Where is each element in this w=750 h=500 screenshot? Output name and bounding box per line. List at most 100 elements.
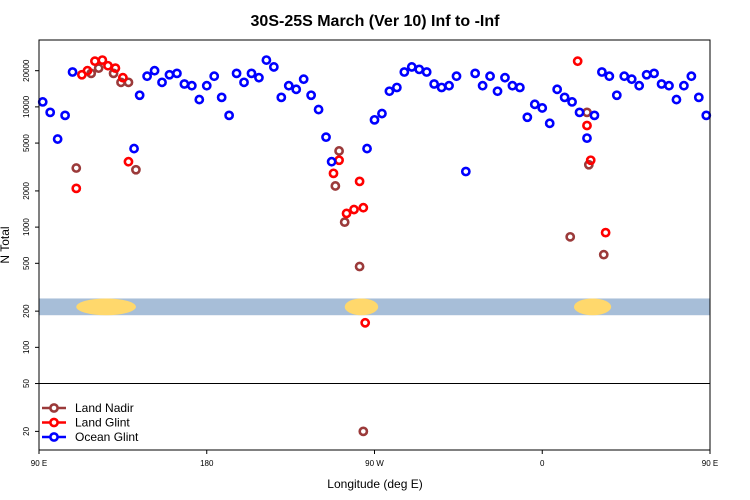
ocean-glint-point xyxy=(589,110,600,121)
ocean-glint-point xyxy=(611,90,622,101)
land-glint-point xyxy=(97,55,108,65)
legend-marker-land-glint xyxy=(49,417,59,428)
ocean-glint-point xyxy=(604,71,615,82)
land-nadir-point xyxy=(598,249,609,260)
ocean-glint-point xyxy=(60,110,70,121)
ocean-glint-point xyxy=(391,82,402,93)
land-glint-point xyxy=(334,155,344,166)
ocean-glint-point xyxy=(574,107,585,118)
land-glint-point xyxy=(103,60,113,71)
ocean-glint-point xyxy=(194,94,205,105)
land-glint-point xyxy=(82,65,93,76)
ocean-glint-point xyxy=(142,71,153,82)
land-glint-point xyxy=(117,72,128,83)
land-span-0 xyxy=(76,298,136,316)
ocean-glint-point xyxy=(157,77,167,88)
x-tick-label: 0 xyxy=(540,459,545,468)
ocean-glint-point xyxy=(626,74,637,85)
land-glint-point xyxy=(600,227,611,238)
ocean-glint-point xyxy=(406,62,417,72)
y-tick-label: 1000 xyxy=(22,218,31,236)
axis-ticks: 90 E 180 90 W 0 90 E 20 50 100 200 500 1000 2000 500… xyxy=(22,59,718,468)
ocean-glint-point xyxy=(537,103,548,113)
land-span-1 xyxy=(344,298,379,316)
ocean-glint-point xyxy=(470,68,481,79)
y-tick-label: 500 xyxy=(22,256,31,270)
land-glint-point xyxy=(572,56,583,67)
ocean-glint-point xyxy=(369,114,380,125)
land-glint-point xyxy=(71,183,82,194)
legend-label-land-glint: Land Glint xyxy=(75,416,130,430)
ocean-glint-point xyxy=(567,97,577,107)
ocean-glint-point xyxy=(399,67,410,77)
land-nadir-point xyxy=(123,77,134,88)
ocean-glint-point xyxy=(500,72,510,83)
land-glint-point xyxy=(328,168,339,179)
ocean-glint-point xyxy=(67,67,78,77)
ocean-glint-point xyxy=(552,84,563,95)
ocean-glint-point xyxy=(444,80,454,91)
ocean-glint-point xyxy=(377,108,387,119)
ocean-glint-point xyxy=(283,80,294,91)
ocean-glint-point xyxy=(209,71,220,82)
y-tick-label: 20000 xyxy=(22,59,31,82)
land-nadir-point xyxy=(334,146,344,156)
ocean-glint-point xyxy=(492,86,503,97)
land-nadir-point xyxy=(339,217,350,228)
ocean-glint-point xyxy=(254,72,264,83)
y-tick-label: 50 xyxy=(22,379,31,388)
ocean-glint-point xyxy=(507,80,518,91)
ocean-glint-point xyxy=(460,166,471,177)
ocean-glint-point xyxy=(477,80,488,91)
ocean-glint-point xyxy=(693,92,704,103)
ocean-glint-point xyxy=(313,104,324,115)
ocean-glint-point xyxy=(216,92,227,103)
ocean-glint-point xyxy=(261,55,272,65)
ocean-glint-point xyxy=(634,80,645,91)
ocean-glint-point xyxy=(129,143,139,154)
ocean-glint-point xyxy=(559,92,570,103)
ocean-glint-point xyxy=(149,65,160,76)
ocean-glint-point xyxy=(679,80,689,91)
x-tick-label: 90 W xyxy=(365,459,384,468)
ocean-glint-point xyxy=(52,134,63,144)
ocean-glint-point xyxy=(582,133,592,143)
ocean-glint-point xyxy=(701,110,712,121)
land-nadir-point xyxy=(71,163,82,173)
ocean-glint-point xyxy=(686,71,697,82)
y-tick-label: 2000 xyxy=(22,181,31,199)
land-nadir-point xyxy=(131,164,141,175)
land-nadir-point xyxy=(330,181,341,191)
ocean-glint-point xyxy=(186,80,197,91)
land-nadir-point xyxy=(358,426,369,437)
ocean-glint-point xyxy=(619,71,630,82)
land-glint-point xyxy=(90,56,100,67)
ocean-glint-point xyxy=(544,118,555,129)
ocean-glint-point xyxy=(451,71,462,82)
ocean-glint-point xyxy=(224,110,235,121)
land-glint-point xyxy=(360,317,371,328)
ocean-glint-point xyxy=(421,67,432,77)
surface-band xyxy=(39,298,710,316)
ocean-glint-point xyxy=(246,68,257,79)
ocean-glint-point xyxy=(306,90,317,101)
ocean-glint-point xyxy=(291,84,302,95)
ocean-glint-point xyxy=(37,97,48,107)
chart-title: 30S-25S March (Ver 10) Inf to -Inf xyxy=(251,13,501,30)
ocean-glint-point xyxy=(384,86,395,97)
land-span-2 xyxy=(573,298,612,316)
ocean-glint-point xyxy=(596,67,607,77)
ocean-glint-point xyxy=(414,64,425,75)
land-glint-point xyxy=(349,204,359,215)
ocean-glint-point xyxy=(298,74,309,85)
ocean-glint-point xyxy=(522,112,533,123)
ocean-glint-point xyxy=(326,156,337,167)
x-axis-label: Longitude (deg E) xyxy=(327,477,422,491)
land-nadir-point xyxy=(582,107,592,118)
ocean-glint-point xyxy=(362,143,372,154)
y-tick-label: 10000 xyxy=(22,95,31,118)
land-glint-point xyxy=(585,155,596,166)
ocean-glint-point xyxy=(485,71,495,82)
